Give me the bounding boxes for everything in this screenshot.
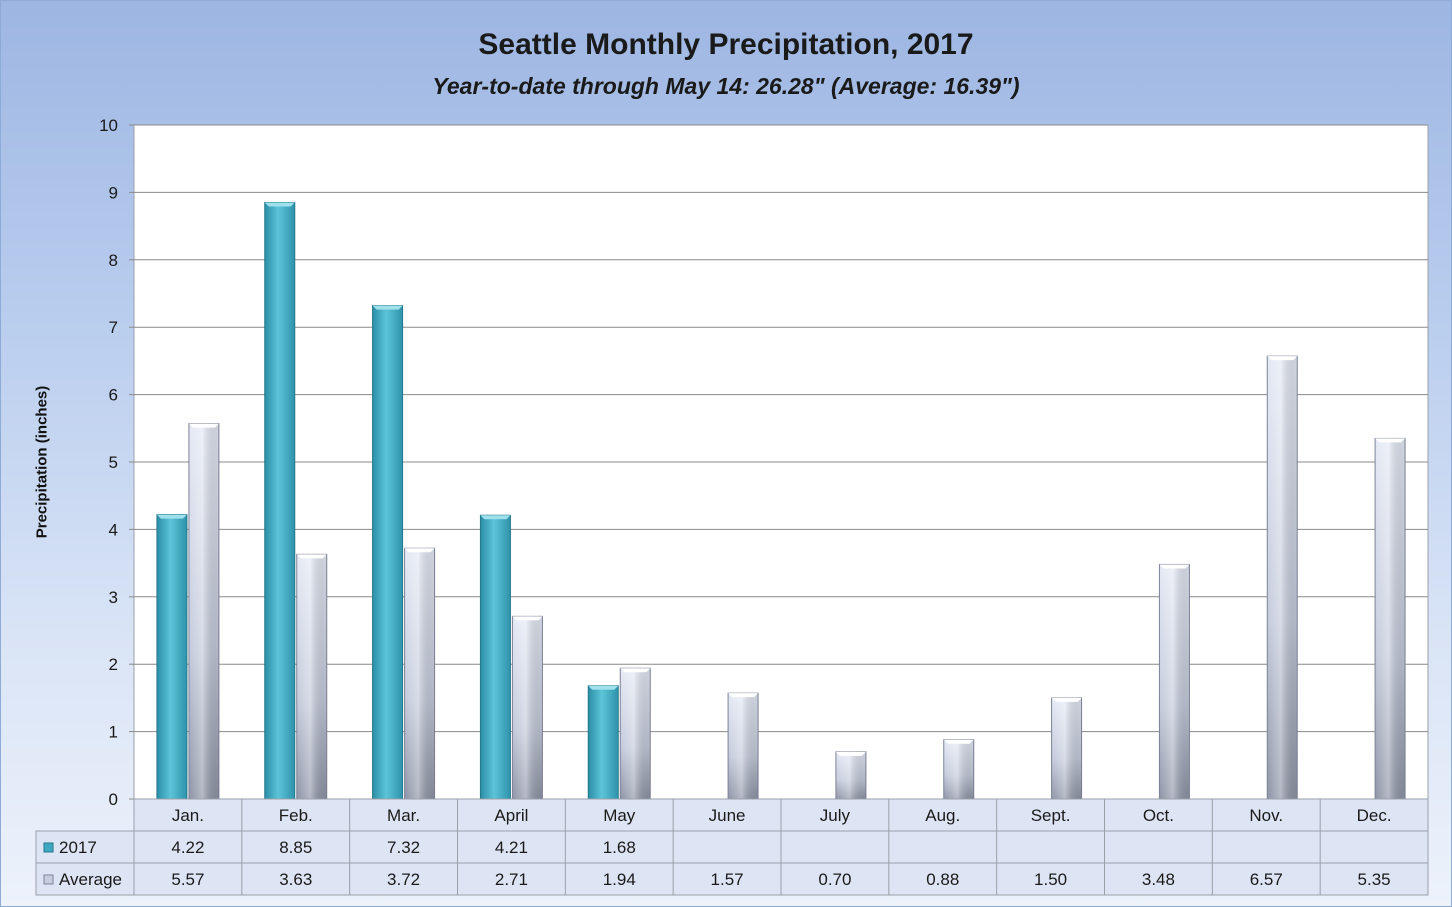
chart-title: Seattle Monthly Precipitation, 2017 <box>478 28 974 61</box>
data-label-average: 0.70 <box>818 870 851 889</box>
bar-average-bevel <box>296 554 327 559</box>
bar-2017-body <box>264 202 296 800</box>
bar-2017-body <box>156 514 188 800</box>
bar-average <box>943 739 975 800</box>
bar-average <box>404 547 436 800</box>
bar-average-bevel <box>188 423 219 428</box>
legend-label-average: Average <box>59 870 122 889</box>
bar-average-shine <box>835 751 866 799</box>
x-tick-label: Jan. <box>172 806 204 825</box>
bar-average-shine <box>728 693 759 799</box>
data-label-average: 1.57 <box>711 870 744 889</box>
bar-average-bevel <box>404 548 435 553</box>
bar-average-shine <box>296 554 327 799</box>
x-tick-label: Aug. <box>925 806 960 825</box>
bar-average-shine <box>620 668 651 799</box>
data-label-2017: 4.22 <box>171 838 204 857</box>
bar-average <box>296 553 328 800</box>
bar-2017-bevel <box>372 305 403 310</box>
bar-average <box>1266 355 1298 800</box>
bar-average-shine <box>1051 697 1082 799</box>
bar-average-bevel <box>1051 697 1082 702</box>
x-tick-label: Feb. <box>279 806 313 825</box>
x-tick-label: May <box>603 806 636 825</box>
bar-average-shine <box>1159 564 1190 799</box>
bar-2017 <box>479 514 511 800</box>
data-label-average: 1.94 <box>603 870 636 889</box>
bar-average-bevel <box>835 751 866 756</box>
legend-key-2017 <box>43 842 54 853</box>
y-tick-label: 10 <box>99 116 118 135</box>
x-tick-label: April <box>494 806 528 825</box>
y-tick-label: 7 <box>109 318 118 337</box>
data-label-2017: 1.68 <box>603 838 636 857</box>
bar-average-bevel <box>1375 438 1406 443</box>
bar-average-bevel <box>620 668 651 673</box>
bar-2017 <box>156 514 188 800</box>
bar-average <box>1158 563 1190 800</box>
bar-average <box>1051 697 1083 800</box>
bar-average-shine <box>188 423 219 799</box>
data-label-average: 6.57 <box>1250 870 1283 889</box>
x-tick-label: June <box>709 806 746 825</box>
y-tick-label: 3 <box>109 588 118 607</box>
data-label-average: 0.88 <box>926 870 959 889</box>
legend-label-2017: 2017 <box>59 838 97 857</box>
bar-average-shine <box>404 548 435 799</box>
bar-2017-bevel <box>156 514 187 519</box>
data-label-2017: 8.85 <box>279 838 312 857</box>
bar-average-shine <box>943 739 974 799</box>
x-tick-label: Sept. <box>1031 806 1071 825</box>
bar-2017-body <box>587 685 619 800</box>
bar-average <box>727 692 759 800</box>
x-tick-label: July <box>820 806 851 825</box>
legend-key-average <box>43 874 54 885</box>
y-tick-label: 4 <box>109 520 118 539</box>
bar-average <box>188 423 220 800</box>
bar-average-bevel <box>1159 564 1190 569</box>
bar-average <box>511 615 543 800</box>
data-label-average: 5.35 <box>1358 870 1391 889</box>
bar-2017-body <box>479 514 511 800</box>
bar-2017-body <box>372 305 404 800</box>
x-tick-label: Oct. <box>1143 806 1174 825</box>
data-label-average: 3.48 <box>1142 870 1175 889</box>
bar-average-bevel <box>943 739 974 744</box>
chart-subtitle: Year-to-date through May 14: 26.28" (Ave… <box>432 73 1020 99</box>
y-tick-label: 0 <box>109 790 118 809</box>
bar-2017 <box>264 202 296 800</box>
data-label-average: 5.57 <box>171 870 204 889</box>
data-label-average: 1.50 <box>1034 870 1067 889</box>
bar-average <box>619 667 651 800</box>
bar-2017-bevel <box>588 685 619 690</box>
bar-average-shine <box>512 616 543 799</box>
data-label-2017: 4.21 <box>495 838 528 857</box>
y-tick-label: 8 <box>109 251 118 270</box>
data-label-average: 3.72 <box>387 870 420 889</box>
bar-2017 <box>587 685 619 800</box>
x-tick-label: Mar. <box>387 806 420 825</box>
bar-average-bevel <box>1267 356 1298 361</box>
data-label-2017: 7.32 <box>387 838 420 857</box>
y-tick-label: 2 <box>109 655 118 674</box>
x-tick-label: Dec. <box>1357 806 1392 825</box>
y-tick-label: 6 <box>109 386 118 405</box>
bar-average-bevel <box>728 693 759 698</box>
y-tick-label: 9 <box>109 183 118 202</box>
bar-2017-bevel <box>264 202 295 207</box>
x-tick-label: Nov. <box>1249 806 1283 825</box>
bar-2017-bevel <box>480 515 511 520</box>
bar-average-shine <box>1267 356 1298 799</box>
bar-average <box>1374 437 1406 800</box>
bar-2017 <box>372 305 404 800</box>
y-tick-label: 1 <box>109 723 118 742</box>
bar-average-shine <box>1375 438 1406 799</box>
y-tick-label: 5 <box>109 453 118 472</box>
bar-average-bevel <box>512 616 543 621</box>
data-label-average: 3.63 <box>279 870 312 889</box>
bar-average <box>835 751 867 800</box>
data-label-average: 2.71 <box>495 870 528 889</box>
